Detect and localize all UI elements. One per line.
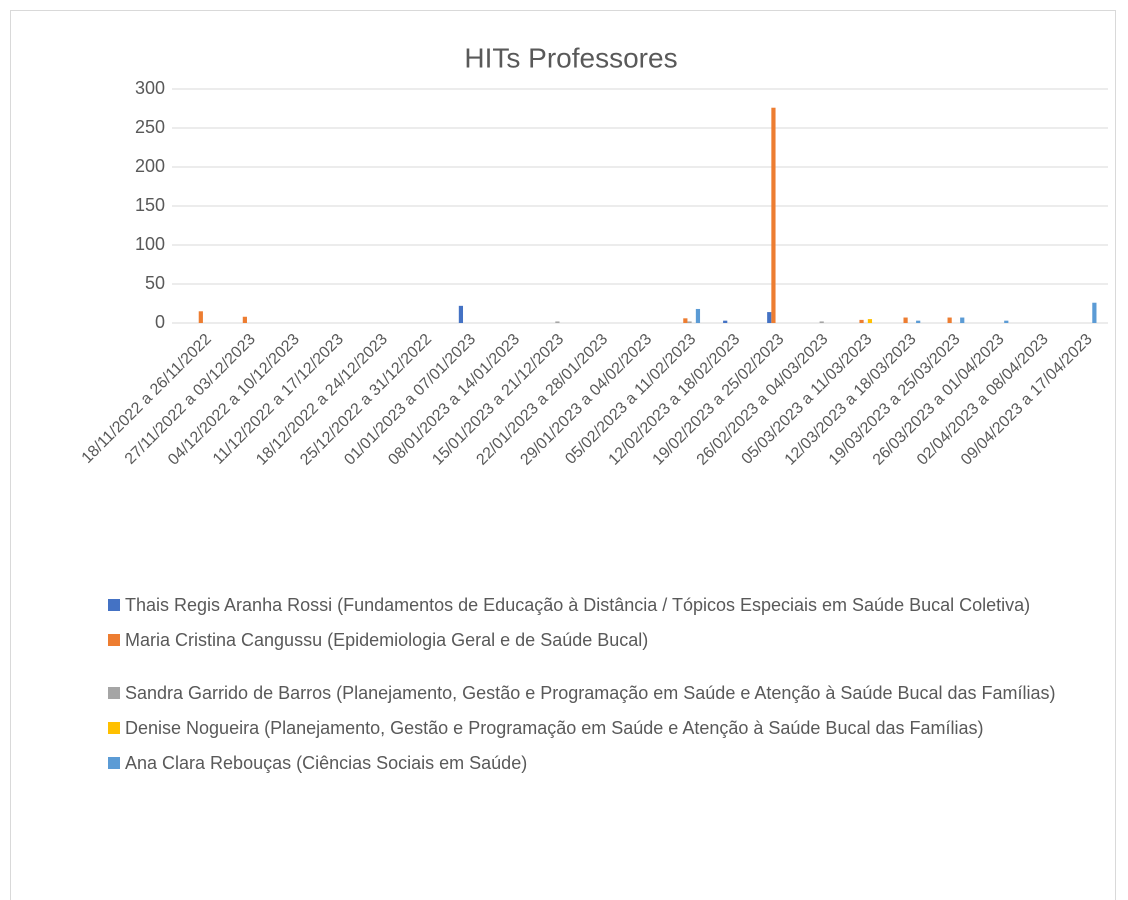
bar [947, 317, 952, 323]
legend: Thais Regis Aranha Rossi (Fundamentos de… [106, 592, 1086, 785]
legend-label: Ana Clara Rebouças (Ciências Sociais em … [125, 753, 528, 773]
bar [687, 321, 692, 323]
bar [916, 320, 921, 323]
legend-item: Thais Regis Aranha Rossi (Fundamentos de… [106, 592, 1086, 619]
y-tick-label: 300 [135, 78, 165, 98]
chart-frame [10, 10, 1116, 900]
bar [198, 311, 203, 323]
legend-item: Denise Nogueira (Planejamento, Gestão e … [106, 715, 1086, 742]
y-tick-label: 0 [155, 312, 165, 332]
y-tick-label: 50 [145, 273, 165, 293]
bar [867, 319, 873, 323]
chart-title: HITs Professores [464, 42, 677, 73]
bar [859, 319, 864, 323]
bar [458, 305, 464, 323]
bar [695, 308, 701, 323]
bar [723, 320, 728, 323]
bar [555, 321, 560, 323]
legend-label: Denise Nogueira (Planejamento, Gestão e … [125, 718, 984, 738]
y-tick-label: 150 [135, 195, 165, 215]
bar [960, 317, 965, 323]
y-tick-label: 100 [135, 234, 165, 254]
bar [683, 318, 688, 323]
legend-swatch [108, 634, 120, 646]
legend-label: Sandra Garrido de Barros (Planejamento, … [125, 683, 1056, 703]
bar [771, 107, 776, 323]
bar [767, 312, 772, 323]
bar [1004, 320, 1009, 323]
legend-item: Maria Cristina Cangussu (Epidemiologia G… [106, 627, 1086, 654]
y-tick-label: 200 [135, 156, 165, 176]
legend-label: Thais Regis Aranha Rossi (Fundamentos de… [125, 595, 1031, 615]
legend-item: Ana Clara Rebouças (Ciências Sociais em … [106, 750, 1086, 777]
legend-swatch [108, 687, 120, 699]
legend-swatch [108, 722, 120, 734]
legend-item: Sandra Garrido de Barros (Planejamento, … [106, 680, 1086, 707]
legend-swatch [108, 599, 120, 611]
bar [903, 317, 908, 323]
bar [819, 321, 824, 323]
bar [1092, 302, 1097, 323]
legend-swatch [108, 757, 120, 769]
y-tick-label: 250 [135, 117, 165, 137]
legend-label: Maria Cristina Cangussu (Epidemiologia G… [125, 630, 649, 650]
bar [242, 316, 247, 323]
